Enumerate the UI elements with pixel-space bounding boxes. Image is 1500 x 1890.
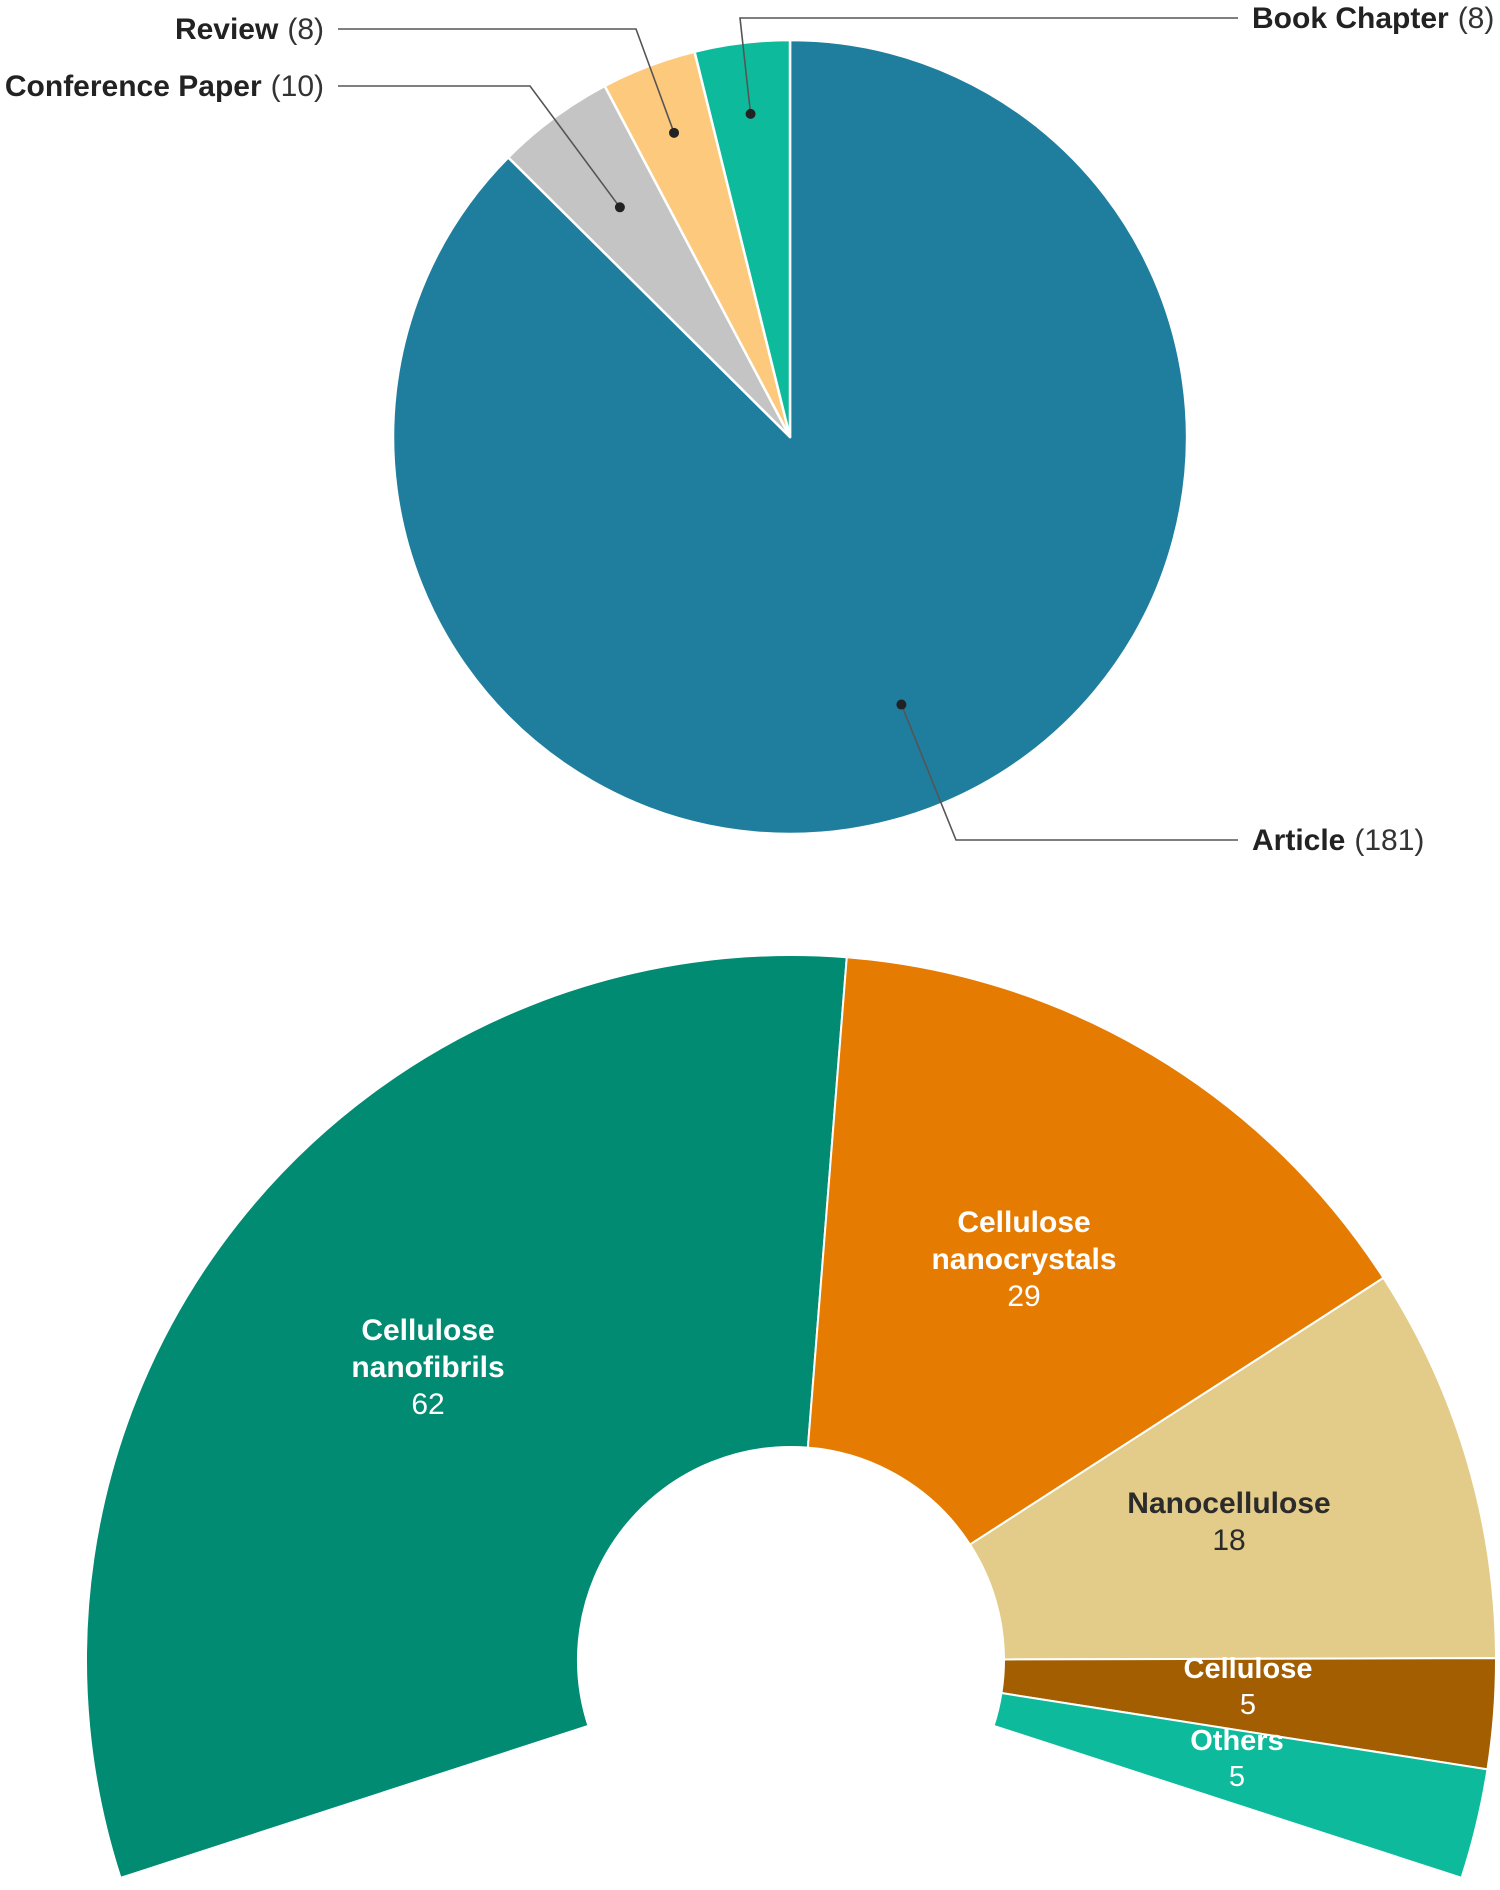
pie-label-book-chapter: Book Chapter (8) xyxy=(1252,2,1494,35)
pie-slice-book-chapter xyxy=(693,38,792,439)
pie-label-count: (8) xyxy=(287,13,324,46)
pie-label-name: Book Chapter xyxy=(1252,2,1449,35)
pie-label-name: Article xyxy=(1252,824,1345,857)
publication-type-pie: Article (181)Conference Paper (10)Review (8… xyxy=(5,2,1494,857)
pie-label-count: (10) xyxy=(271,70,324,103)
donut-slice-others xyxy=(992,1692,1489,1879)
donut-label-name: nanocrystals xyxy=(931,1243,1116,1276)
pie-label-name: Conference Paper xyxy=(5,70,262,103)
pie-label-conference-paper: Conference Paper (10) xyxy=(5,70,324,103)
donut-label-value: 5 xyxy=(1240,1689,1256,1721)
donut-slice-nanocellulose xyxy=(968,1276,1497,1661)
pie-label-review: Review (8) xyxy=(175,13,324,46)
donut-label-cellulose-nanocrystals: Cellulose nanocrystals 29 xyxy=(931,1206,1116,1313)
leader-dot-book-chapter xyxy=(745,108,756,119)
pie-label-count: (181) xyxy=(1354,824,1424,857)
leader-line-article xyxy=(900,704,1238,841)
leader-line-conference-paper xyxy=(338,85,621,208)
donut-label-others: Others 5 xyxy=(1190,1725,1283,1793)
donut-label-name: Cellulose xyxy=(1184,1653,1313,1685)
leader-line-book-chapter xyxy=(739,17,1238,114)
donut-label-name: Cellulose xyxy=(957,1206,1090,1239)
donut-label-cellulose-nanofibrils: Cellulose nanofibrils 62 xyxy=(351,1314,504,1421)
pie-label-count: (8) xyxy=(1458,2,1495,35)
donut-label-name: Others xyxy=(1190,1725,1283,1757)
donut-label-cellulose: Cellulose 5 xyxy=(1184,1653,1313,1721)
leader-dot-conference-paper xyxy=(614,202,625,213)
leader-dot-article xyxy=(896,699,907,710)
donut-label-name: Nanocellulose xyxy=(1127,1487,1330,1520)
donut-slice-cellulose-nanofibrils xyxy=(85,954,848,1879)
donut-slice-cellulose-nanocrystals xyxy=(806,956,1385,1546)
donut-label-value: 62 xyxy=(411,1388,444,1421)
donut-label-name: Cellulose xyxy=(361,1314,494,1347)
pie-label-name: Review xyxy=(175,13,279,46)
leader-dot-review xyxy=(669,127,680,138)
donut-label-value: 18 xyxy=(1212,1524,1245,1557)
donut-label-name: nanofibrils xyxy=(351,1351,504,1384)
pie-slice-article xyxy=(391,38,1189,836)
donut-label-value: 29 xyxy=(1007,1280,1040,1313)
pie-label-article: Article (181) xyxy=(1252,824,1424,857)
donut-label-value: 5 xyxy=(1229,1761,1245,1793)
cellulose-type-donut: Cellulose nanofibrils 62 Cellulose nanocryst… xyxy=(85,954,1498,1879)
leader-line-review xyxy=(338,28,675,134)
donut-label-nanocellulose: Nanocellulose 18 xyxy=(1127,1487,1330,1557)
